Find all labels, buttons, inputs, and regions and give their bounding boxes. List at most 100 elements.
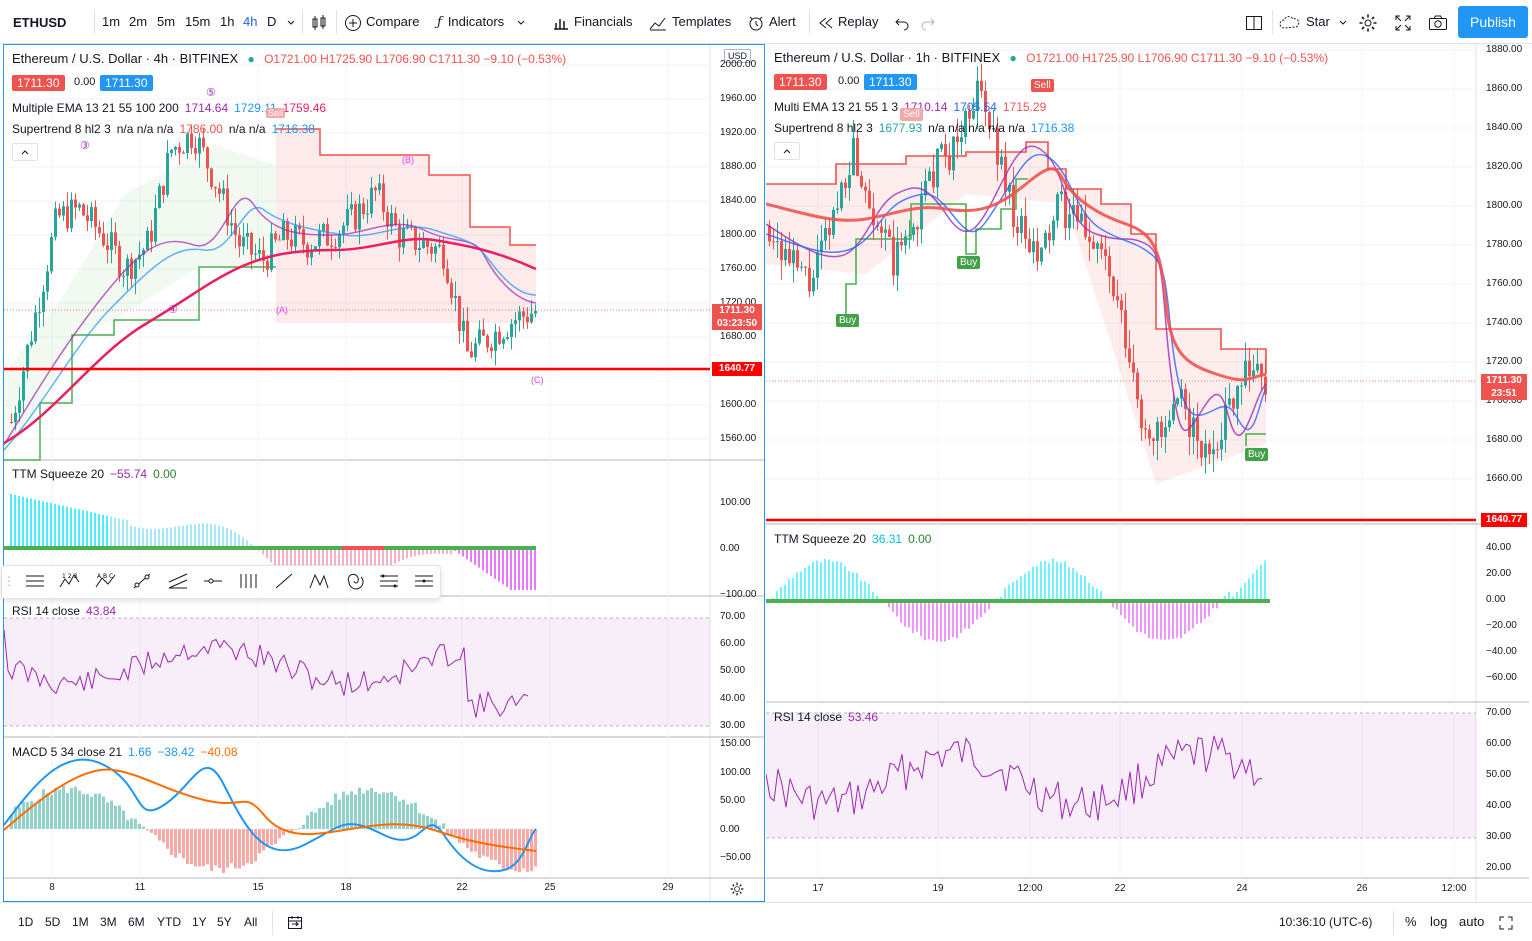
ttm-bar [226, 528, 228, 548]
wave-label[interactable]: (C) [531, 375, 544, 385]
percent-scale-toggle[interactable]: % [1405, 903, 1417, 941]
collapse-legend-button[interactable] [774, 142, 800, 160]
candle [242, 237, 245, 247]
wave-label[interactable]: (B) [402, 155, 414, 165]
chart-1h-canvas[interactable] [766, 44, 1529, 902]
symbol-search[interactable]: ETHUSD [4, 8, 90, 36]
layout-icon[interactable] [1245, 0, 1263, 44]
indicator-tick: 70.00 [1486, 707, 1511, 718]
chart-4h[interactable]: Ethereum / U.S. Dollar · 4h · BITFINEX ●… [3, 44, 765, 902]
abc-pattern-tool-icon[interactable]: A B C [88, 566, 124, 596]
fib-tool-icon[interactable] [230, 566, 266, 596]
interval-1m[interactable]: 1m [102, 0, 120, 44]
range-1d[interactable]: 1D [18, 903, 33, 941]
interval-d[interactable]: D [267, 0, 276, 44]
date-range-tool-icon[interactable] [406, 566, 442, 596]
wave-label[interactable]: ⑤ [206, 86, 216, 99]
range-1y[interactable]: 1Y [192, 903, 207, 941]
candle [330, 246, 333, 247]
ttm-bar [138, 528, 140, 548]
sell-price-button[interactable]: 1711.30 [12, 75, 65, 91]
star-button[interactable]: Star [1278, 0, 1348, 44]
candle [1112, 277, 1115, 297]
range-tool-icon[interactable] [371, 566, 407, 596]
camera-icon[interactable] [1428, 0, 1448, 44]
go-to-date-icon[interactable] [287, 903, 303, 941]
range-ytd[interactable]: YTD [157, 903, 181, 941]
collapse-legend-button[interactable] [12, 143, 38, 161]
price-tick: 1740.00 [1486, 317, 1522, 328]
clock-time[interactable]: 10:36:10 (UTC-6) [1279, 903, 1372, 941]
alert-button[interactable]: Alert [747, 0, 796, 44]
replay-button[interactable]: Replay [818, 0, 878, 44]
interval-15m[interactable]: 15m [185, 0, 210, 44]
interval-2m[interactable]: 2m [129, 0, 147, 44]
ttm-bar [832, 562, 834, 601]
compare-button[interactable]: Compare [344, 0, 419, 44]
settings-gear-icon[interactable] [1358, 0, 1378, 44]
sell-price-button[interactable]: 1711.30 [774, 74, 827, 90]
macd-bar [314, 813, 317, 829]
axis-settings-gear-icon[interactable] [729, 881, 745, 900]
log-scale-toggle[interactable]: log [1430, 903, 1447, 941]
interval-5m[interactable]: 5m [157, 0, 175, 44]
parallel-channel-tool-icon[interactable] [160, 566, 196, 596]
financials-button[interactable]: Financials [552, 0, 633, 44]
ttm-bar [534, 548, 536, 590]
range-5y[interactable]: 5Y [217, 903, 232, 941]
chart-1h[interactable]: Ethereum / U.S. Dollar · 1h · BITFINEX ●… [766, 44, 1529, 902]
candle [258, 250, 261, 254]
trend-line-tool-icon[interactable] [124, 566, 160, 596]
interval-4h[interactable]: 4h [243, 0, 257, 44]
ttm-bar [836, 561, 838, 601]
line-tool-icon[interactable] [266, 566, 302, 596]
range-3m[interactable]: 3M [100, 903, 117, 941]
candle [800, 267, 803, 268]
candle [948, 156, 951, 170]
gann-spiral-tool-icon[interactable] [336, 566, 372, 596]
redo-icon[interactable] [920, 0, 936, 44]
range-all[interactable]: All [244, 903, 257, 941]
candle [178, 147, 181, 153]
elliott-wave-tool-icon[interactable]: 1 2 3 [52, 566, 88, 596]
chevron-down-icon[interactable] [286, 0, 296, 44]
range-5d[interactable]: 5D [45, 903, 60, 941]
ttm-bar [14, 495, 16, 548]
candle [482, 330, 485, 336]
ema-label: Multi EMA 13 21 55 1 3 [774, 100, 898, 114]
candle [808, 268, 811, 292]
candle [928, 171, 931, 181]
xabcd-pattern-tool-icon[interactable] [301, 566, 337, 596]
ttm-bar [182, 525, 184, 548]
supertrend-value: n/a n/a [229, 122, 266, 136]
buy-price-button[interactable]: 1711.30 [100, 75, 153, 91]
horizontal-ray-tool-icon[interactable] [195, 566, 231, 596]
horizontal-lines-tool-icon[interactable] [17, 566, 53, 596]
supertrend-value: 1677.93 [879, 121, 922, 135]
fullscreen-icon[interactable] [1394, 0, 1412, 44]
wave-label[interactable]: ③ [80, 139, 90, 152]
interval-1h[interactable]: 1h [220, 0, 234, 44]
ttm-bar [840, 563, 842, 601]
drag-handle-icon[interactable]: ⋮ [2, 566, 16, 596]
wave-label[interactable]: (A) [276, 305, 288, 315]
wave-label[interactable]: ④ [168, 303, 178, 316]
publish-button[interactable]: Publish [1458, 6, 1528, 38]
auto-scale-toggle[interactable]: auto [1459, 903, 1484, 941]
ttm-bar [960, 601, 962, 633]
candle [1028, 239, 1031, 252]
indicator-tick: 40.00 [1486, 800, 1511, 811]
maximize-icon[interactable] [1498, 903, 1514, 941]
ttm-bar [1260, 565, 1262, 601]
chart-type-icon[interactable] [310, 0, 328, 44]
ohlc-high: H1725.90 [1082, 51, 1134, 65]
macd-bar [142, 827, 145, 829]
buy-price-button[interactable]: 1711.30 [864, 74, 917, 90]
range-6m[interactable]: 6M [128, 903, 145, 941]
templates-button[interactable]: Templates [648, 0, 731, 44]
separator [94, 10, 95, 34]
undo-icon[interactable] [894, 0, 910, 44]
ttm-bar [150, 529, 152, 548]
range-1m[interactable]: 1M [72, 903, 89, 941]
